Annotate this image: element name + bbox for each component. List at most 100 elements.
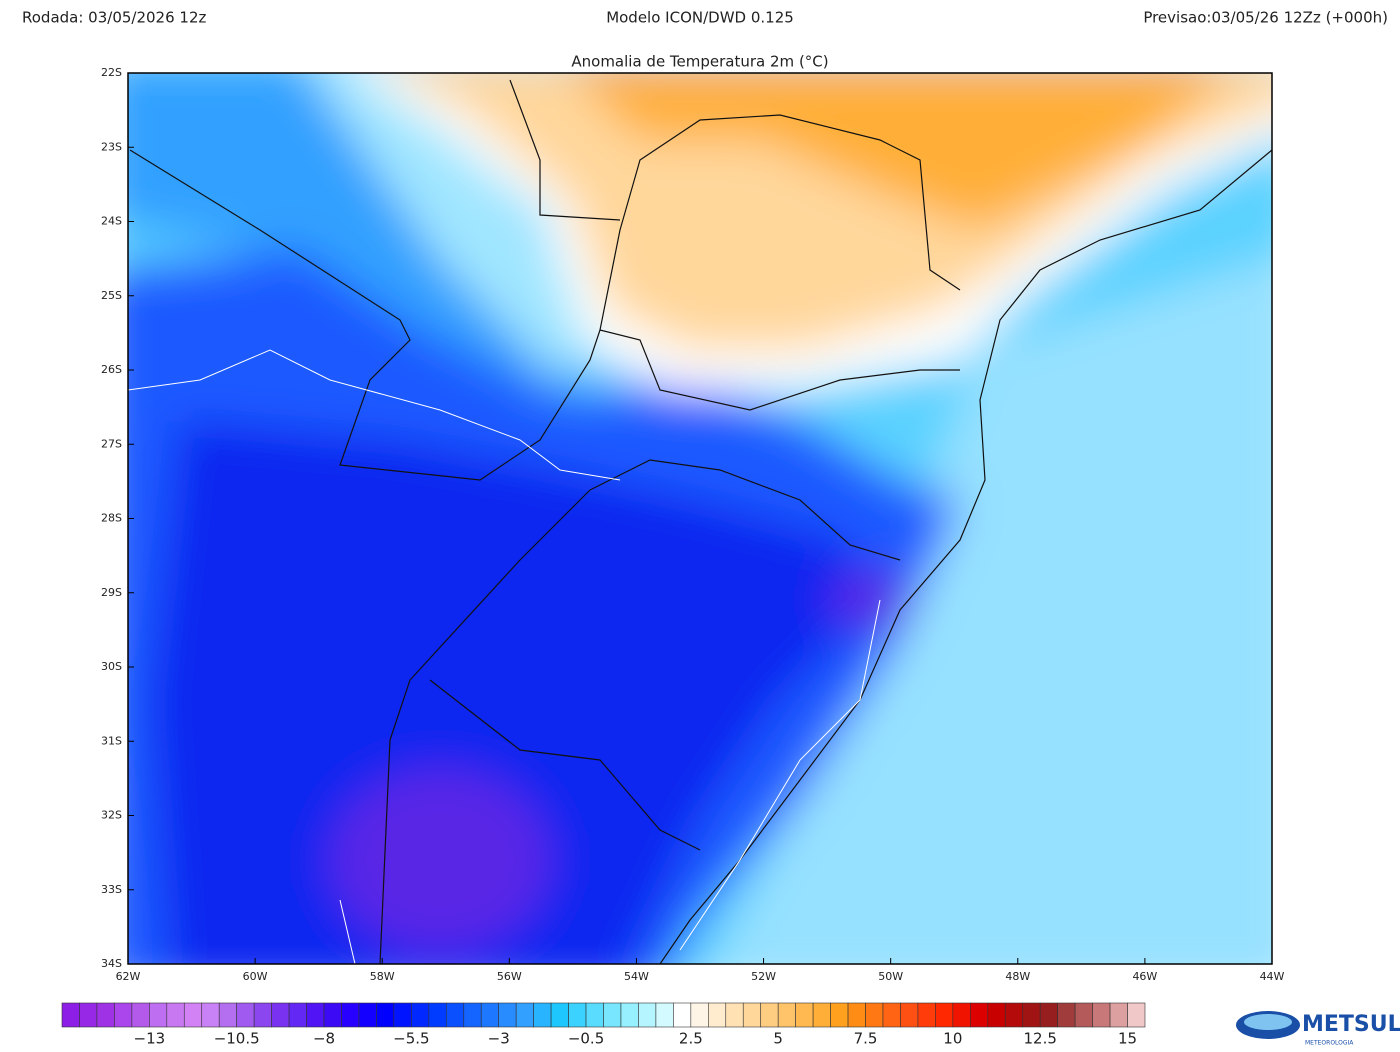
colorbar-box <box>480 1002 499 1028</box>
colorbar-box <box>428 1002 447 1028</box>
colorbar-box <box>79 1002 98 1028</box>
colorbar-label: −8 <box>313 1030 335 1048</box>
colorbar-box <box>812 1002 831 1028</box>
colorbar-box <box>323 1002 342 1028</box>
colorbar-label: 12.5 <box>1023 1030 1056 1048</box>
lon-tick-label: 54W <box>624 970 649 983</box>
lon-tick-label: 48W <box>1005 970 1030 983</box>
colorbar-box <box>603 1002 622 1028</box>
forecast-label: Previsao:03/05/26 12Zz (+000h) <box>1143 9 1388 27</box>
lat-tick-label: 29S <box>101 586 122 599</box>
lat-tick-label: 23S <box>101 140 122 153</box>
lat-tick-label: 25S <box>101 289 122 302</box>
colorbar-label: 2.5 <box>679 1030 703 1048</box>
colorbar-box <box>830 1002 849 1028</box>
colorbar-box <box>935 1002 954 1028</box>
colorbar-box <box>218 1002 237 1028</box>
colorbar-box <box>1004 1002 1024 1028</box>
colorbar-box <box>411 1002 430 1028</box>
model-label: Modelo ICON/DWD 0.125 <box>606 9 794 27</box>
colorbar-box <box>183 1002 203 1028</box>
lon-tick-label: 50W <box>878 970 903 983</box>
lat-tick-label: 32S <box>101 809 122 822</box>
lat-tick-label: 24S <box>101 215 122 228</box>
colorbar-label: −13 <box>134 1030 166 1048</box>
colorbar-box <box>393 1002 412 1028</box>
colorbar-box <box>96 1002 115 1028</box>
colorbar-label: 7.5 <box>854 1030 878 1048</box>
colorbar-box <box>865 1002 884 1028</box>
colorbar-box <box>952 1002 971 1028</box>
lat-tick-label: 26S <box>101 363 122 376</box>
colorbar-box <box>970 1002 989 1028</box>
colorbar-box <box>515 1002 534 1028</box>
colorbar-box <box>690 1002 709 1028</box>
lat-tick-label: 34S <box>101 957 122 970</box>
colorbar-box <box>61 1002 80 1028</box>
logo-name: METSUL <box>1302 1012 1400 1037</box>
colorbar-box <box>882 1002 901 1028</box>
colorbar-box <box>655 1002 674 1028</box>
colorbar-box <box>987 1002 1006 1028</box>
lat-tick-label: 30S <box>101 660 122 673</box>
colorbar-box <box>638 1002 657 1028</box>
colorbar-box <box>236 1002 255 1028</box>
colorbar-box <box>777 1002 796 1028</box>
colorbar-label: 10 <box>943 1030 962 1048</box>
colorbar-box <box>253 1002 272 1028</box>
colorbar-box <box>1057 1002 1076 1028</box>
lat-tick-label: 27S <box>101 437 122 450</box>
colorbar-box <box>725 1002 744 1028</box>
colorbar-box <box>795 1002 814 1028</box>
colorbar-box <box>1127 1002 1146 1028</box>
lon-tick-label: 60W <box>243 970 268 983</box>
lat-tick-label: 33S <box>101 883 122 896</box>
lon-tick-label: 46W <box>1132 970 1157 983</box>
colorbar-box <box>1092 1002 1111 1028</box>
colorbar-box <box>271 1002 290 1028</box>
lon-tick-label: 56W <box>497 970 522 983</box>
colorbar-box <box>288 1002 307 1028</box>
colorbar-label: 5 <box>773 1030 783 1048</box>
colorbar-box <box>585 1002 604 1028</box>
colorbar-box <box>533 1002 552 1028</box>
lon-tick-label: 44W <box>1260 970 1285 983</box>
colorbar-box <box>760 1002 779 1028</box>
map-title: Anomalia de Temperatura 2m (°C) <box>571 53 828 71</box>
run-label: Rodada: 03/05/2026 12z <box>22 9 206 27</box>
lon-tick-label: 62W <box>116 970 141 983</box>
lat-tick-label: 28S <box>101 512 122 525</box>
colorbar-box <box>498 1002 517 1028</box>
colorbar-box <box>149 1002 168 1028</box>
colorbar-box <box>341 1002 360 1028</box>
lon-tick-label: 52W <box>751 970 776 983</box>
colorbar-box <box>445 1002 465 1028</box>
colorbar-box <box>463 1002 482 1028</box>
colorbar-box <box>376 1002 395 1028</box>
colorbar-label: −0.5 <box>568 1030 604 1048</box>
colorbar-label: −10.5 <box>214 1030 260 1048</box>
colorbar-box <box>1022 1002 1041 1028</box>
colorbar-label: −3 <box>488 1030 510 1048</box>
lat-tick-label: 31S <box>101 734 122 747</box>
colorbar-box <box>306 1002 325 1028</box>
colorbar-box <box>742 1002 762 1028</box>
colorbar-box <box>900 1002 919 1028</box>
colorbar-box <box>201 1002 220 1028</box>
colorbar-label: −5.5 <box>393 1030 429 1048</box>
colorbar-box <box>1109 1002 1128 1028</box>
lat-tick-label: 22S <box>101 66 122 79</box>
logo-tagline: METEOROLOGIA <box>1305 1040 1354 1047</box>
colorbar-label: 15 <box>1118 1030 1137 1048</box>
colorbar-box <box>708 1002 727 1028</box>
colorbar-box <box>568 1002 587 1028</box>
colorbar-box <box>673 1002 692 1028</box>
colorbar-box <box>114 1002 133 1028</box>
colorbar-box <box>620 1002 639 1028</box>
colorbar-box <box>131 1002 150 1028</box>
colorbar-box <box>847 1002 866 1028</box>
logo: METSUL METEOROLOGIA <box>1236 1011 1400 1047</box>
colorbar-box <box>550 1002 569 1028</box>
colorbar-box <box>166 1002 185 1028</box>
